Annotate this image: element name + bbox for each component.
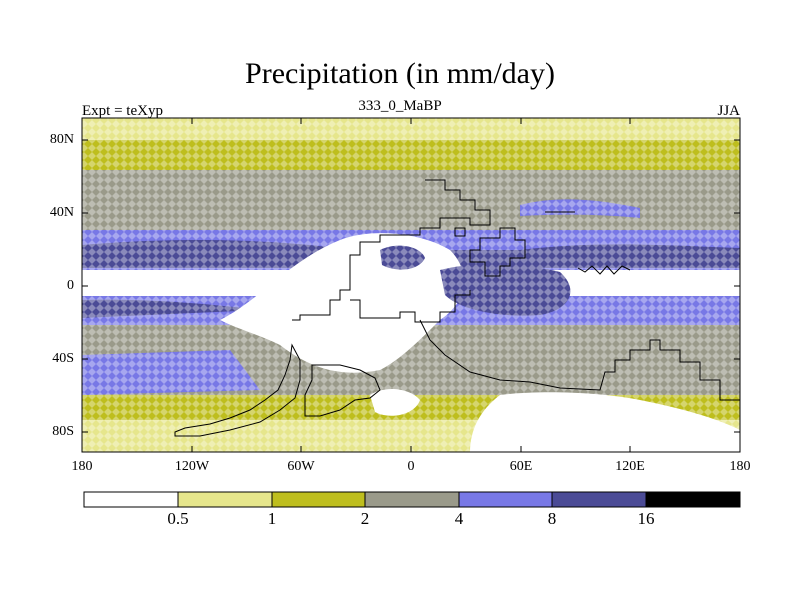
lat-label-0: 0 [67, 278, 74, 293]
coastline-central [350, 290, 471, 323]
lat-label-80s: 80S [52, 424, 74, 439]
colorbar-swatch-2 [177, 491, 273, 508]
colorbar-label-1: 1 [267, 509, 277, 528]
coastline-zigzag [577, 265, 631, 275]
coastline-north [292, 179, 491, 321]
lon-label-180-west: 180 [71, 459, 93, 474]
lat-label-40n: 40N [49, 205, 74, 220]
precip-field [82, 118, 740, 452]
colorbar-swatch-7 [645, 491, 741, 508]
lon-label-60e: 60E [509, 459, 533, 474]
lon-label-120e: 120E [615, 459, 645, 474]
map-title: Precipitation (in mm/day) [245, 57, 555, 90]
coastline-south-island [304, 364, 381, 417]
colorbar-swatch-4 [364, 491, 460, 508]
lat-label-40s: 40S [52, 351, 74, 366]
coastline-south-west [174, 343, 301, 437]
experiment-label: Expt = teXyp [82, 103, 163, 119]
lon-label-60w: 60W [287, 459, 315, 474]
colorbar-swatch-6 [551, 491, 647, 508]
lon-label-0: 0 [407, 459, 415, 474]
colorbar-label-2: 2 [360, 509, 370, 528]
colorbar [83, 491, 741, 508]
colorbar-label-8: 8 [547, 509, 557, 528]
colorbar-swatch-1 [83, 491, 179, 508]
colorbar-label-0-5: 0.5 [167, 509, 189, 528]
time-label: 333_0_MaBP [358, 98, 442, 114]
coastline-south-east [419, 319, 740, 401]
hatching-texture [82, 118, 740, 452]
colorbar-label-16: 16 [637, 509, 655, 528]
coastlines [174, 179, 740, 437]
lon-label-180-east: 180 [729, 459, 751, 474]
axis-ticks [82, 118, 740, 452]
lat-label-80n: 80N [49, 132, 74, 147]
colorbar-label-4: 4 [454, 509, 464, 528]
season-label: JJA [717, 103, 740, 119]
colorbar-swatch-5 [458, 491, 553, 508]
coastline-small-island [454, 227, 466, 237]
colorbar-swatch-3 [271, 491, 366, 508]
lon-label-120w: 120W [174, 459, 210, 474]
coastline-east-block [469, 227, 526, 277]
